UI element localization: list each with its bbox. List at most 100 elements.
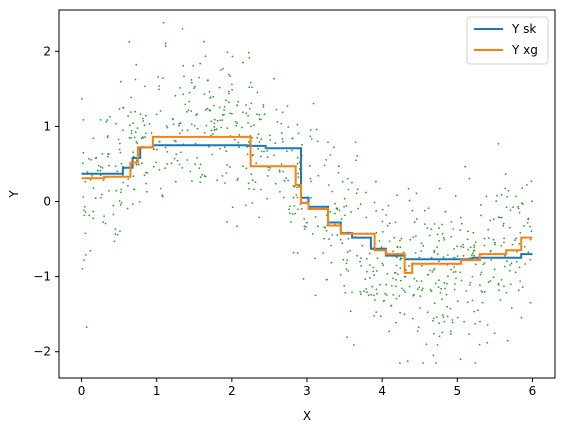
scatter-point <box>499 216 501 219</box>
scatter-point <box>441 314 444 316</box>
scatter-point <box>213 128 216 131</box>
scatter-point <box>355 192 358 195</box>
scatter-point <box>503 285 505 288</box>
scatter-point <box>375 311 378 313</box>
y-axis-ticks: −2 −1 0 1 2 <box>33 44 59 359</box>
scatter-point <box>297 208 299 211</box>
scatter-point <box>190 81 193 84</box>
scatter-point <box>471 275 474 278</box>
x-tick-label: 4 <box>378 384 386 398</box>
scatter-point <box>395 278 397 281</box>
scatter-point <box>142 120 145 122</box>
scatter-point <box>398 295 401 297</box>
scatter-point <box>455 277 457 280</box>
scatter-point <box>402 251 405 254</box>
scatter-point <box>509 264 511 266</box>
scatter-point <box>323 237 326 240</box>
scatter-point <box>338 209 341 212</box>
scatter-point <box>181 167 184 169</box>
scatter-point <box>314 216 317 218</box>
scatter-point <box>468 333 470 335</box>
scatter-point <box>178 163 181 166</box>
scatter-point <box>100 197 102 199</box>
scatter-point <box>392 250 394 253</box>
scatter-point <box>296 156 299 159</box>
scatter-point <box>471 254 473 256</box>
scatter-point <box>285 177 287 180</box>
scatter-point <box>211 153 214 156</box>
scatter-point <box>97 164 100 167</box>
scatter-point <box>526 184 528 186</box>
scatter-point <box>385 294 388 296</box>
scatter-point <box>386 225 389 227</box>
scatter-point <box>387 204 390 207</box>
scatter-point <box>298 185 301 188</box>
scatter-point <box>310 138 313 140</box>
scatter-point <box>514 239 516 242</box>
scatter-point <box>523 245 526 248</box>
scatter-point <box>92 137 95 140</box>
scatter-point <box>253 188 255 191</box>
scatter-point <box>365 191 367 194</box>
scatter-point <box>479 284 481 287</box>
scatter-point <box>502 222 505 225</box>
scatter-point <box>500 244 503 247</box>
scatter-point <box>292 196 295 199</box>
scatter-point <box>411 317 414 320</box>
scatter-point <box>108 189 110 192</box>
scatter-point <box>162 21 165 24</box>
scatter-point <box>295 194 298 196</box>
scatter-point <box>512 206 514 209</box>
scatter-point <box>324 227 327 229</box>
scatter-point <box>146 190 148 193</box>
scatter-point <box>122 107 125 109</box>
scatter-point <box>394 221 397 224</box>
scatter-point <box>373 274 376 277</box>
scatter-point <box>102 179 105 182</box>
scatter-point <box>383 299 386 302</box>
scatter-point <box>438 260 440 263</box>
scatter-point <box>251 202 254 204</box>
scatter-point <box>464 165 467 168</box>
scatter-point <box>199 62 202 65</box>
scatter-point <box>386 272 389 275</box>
scatter-point <box>327 184 330 186</box>
scatter-point <box>172 123 175 125</box>
scatter-point <box>379 283 381 286</box>
scatter-points <box>81 21 533 364</box>
scatter-point <box>477 309 479 312</box>
scatter-point <box>92 217 95 220</box>
scatter-point <box>381 262 384 265</box>
scatter-point <box>412 236 415 239</box>
scatter-point <box>91 175 94 177</box>
scatter-point <box>327 141 329 144</box>
scatter-point <box>489 249 492 252</box>
scatter-point <box>334 202 336 205</box>
scatter-point <box>306 221 308 224</box>
scatter-point <box>220 126 223 129</box>
scatter-point <box>329 154 332 156</box>
scatter-point <box>399 267 402 269</box>
scatter-point <box>135 63 138 66</box>
scatter-point <box>260 138 263 141</box>
scatter-point <box>425 343 428 346</box>
scatter-point <box>420 242 423 245</box>
scatter-point <box>158 168 161 171</box>
scatter-point <box>176 159 179 162</box>
scatter-point <box>518 211 521 214</box>
scatter-point <box>423 209 426 212</box>
scatter-point <box>449 332 452 335</box>
scatter-point <box>92 187 95 190</box>
scatter-point <box>209 109 212 112</box>
scatter-point <box>452 271 455 274</box>
scatter-point <box>153 148 155 151</box>
scatter-point <box>482 263 485 266</box>
scatter-point <box>453 256 456 259</box>
scatter-point <box>506 260 508 263</box>
scatter-point <box>150 132 153 134</box>
scatter-point <box>89 178 92 181</box>
scatter-point <box>438 240 440 242</box>
scatter-point <box>413 277 416 280</box>
scatter-point <box>213 126 216 128</box>
scatter-point <box>257 133 260 136</box>
